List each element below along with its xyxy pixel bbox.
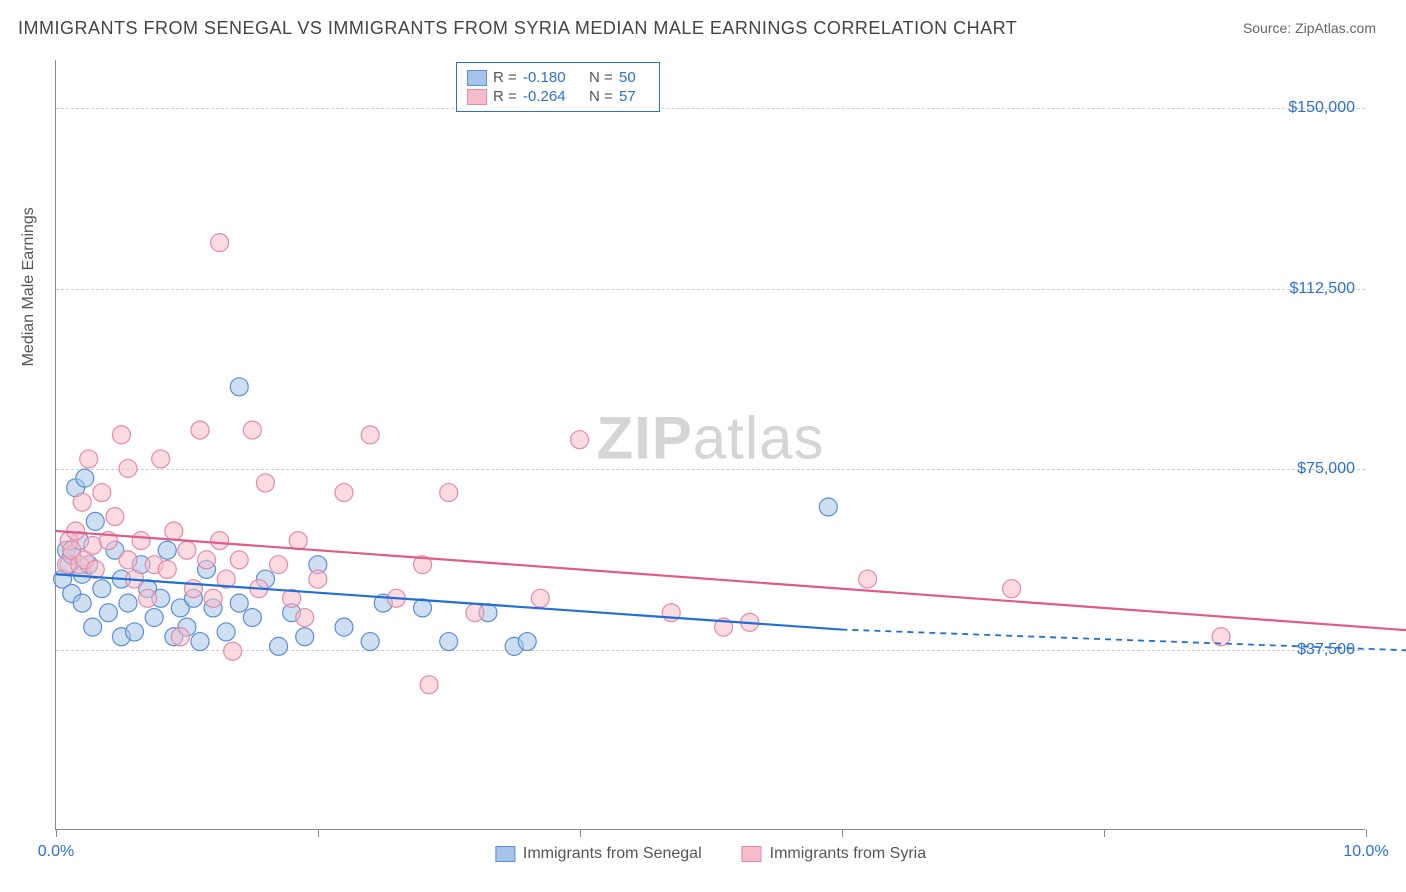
legend-swatch-senegal-icon (495, 846, 515, 862)
data-point-syria (112, 426, 130, 444)
data-point-senegal (230, 378, 248, 396)
data-point-senegal (296, 628, 314, 646)
data-point-senegal (270, 637, 288, 655)
data-point-senegal (86, 512, 104, 530)
data-point-syria (224, 642, 242, 660)
x-tick-label: 10.0% (1343, 843, 1388, 861)
data-point-syria (1003, 580, 1021, 598)
data-point-senegal (84, 618, 102, 636)
data-point-senegal (230, 594, 248, 612)
legend-r-label: R = (493, 88, 517, 105)
data-point-syria (296, 609, 314, 627)
legend-label-syria: Immigrants from Syria (770, 845, 926, 863)
y-axis-title: Median Male Earnings (20, 207, 38, 366)
legend-n-label: N = (589, 69, 613, 86)
data-point-senegal (335, 618, 353, 636)
legend-bottom: Immigrants from Senegal Immigrants from … (495, 845, 926, 863)
legend-r-label: R = (493, 69, 517, 86)
x-tick-label: 0.0% (38, 843, 74, 861)
data-point-syria (243, 421, 261, 439)
data-point-senegal (119, 594, 137, 612)
y-tick-label: $150,000 (1288, 99, 1355, 117)
data-point-syria (289, 532, 307, 550)
data-point-syria (132, 532, 150, 550)
data-point-syria (198, 551, 216, 569)
x-tick (580, 829, 581, 837)
legend-n-value-senegal: 50 (619, 69, 649, 86)
data-point-senegal (145, 609, 163, 627)
data-point-senegal (243, 609, 261, 627)
data-point-syria (152, 450, 170, 468)
data-point-syria (211, 234, 229, 252)
data-point-syria (859, 570, 877, 588)
data-point-syria (184, 580, 202, 598)
x-tick (318, 829, 319, 837)
legend-r-value-syria: -0.264 (523, 88, 583, 105)
data-point-syria (204, 589, 222, 607)
y-tick-label: $75,000 (1297, 460, 1355, 478)
data-point-senegal (126, 623, 144, 641)
data-point-senegal (217, 623, 235, 641)
data-point-senegal (158, 541, 176, 559)
data-point-syria (571, 431, 589, 449)
data-point-syria (171, 628, 189, 646)
data-point-syria (256, 474, 274, 492)
data-point-syria (420, 676, 438, 694)
legend-n-label: N = (589, 88, 613, 105)
data-point-syria (165, 522, 183, 540)
legend-correlation-box: R = -0.180 N = 50 R = -0.264 N = 57 (456, 62, 660, 112)
plot-area: ZIPatlas R = -0.180 N = 50 R = -0.264 N … (55, 60, 1365, 830)
data-point-senegal (440, 633, 458, 651)
data-point-syria (139, 589, 157, 607)
chart-title: IMMIGRANTS FROM SENEGAL VS IMMIGRANTS FR… (18, 18, 1017, 39)
data-point-senegal (93, 580, 111, 598)
x-tick (842, 829, 843, 837)
data-point-syria (93, 484, 111, 502)
legend-n-value-syria: 57 (619, 88, 649, 105)
data-point-syria (178, 541, 196, 559)
data-point-syria (158, 560, 176, 578)
data-point-syria (191, 421, 209, 439)
y-tick-label: $37,500 (1297, 641, 1355, 659)
legend-r-value-senegal: -0.180 (523, 69, 583, 86)
data-point-syria (119, 460, 137, 478)
legend-row-senegal: R = -0.180 N = 50 (467, 69, 649, 86)
legend-swatch-syria (467, 89, 487, 105)
data-point-syria (309, 570, 327, 588)
data-point-syria (440, 484, 458, 502)
legend-row-syria: R = -0.264 N = 57 (467, 88, 649, 105)
data-point-senegal (819, 498, 837, 516)
legend-item-syria: Immigrants from Syria (742, 845, 926, 863)
data-point-senegal (414, 599, 432, 617)
data-point-syria (119, 551, 137, 569)
data-point-syria (80, 450, 98, 468)
data-point-syria (211, 532, 229, 550)
data-point-senegal (191, 633, 209, 651)
data-point-senegal (361, 633, 379, 651)
data-point-syria (106, 508, 124, 526)
data-point-syria (270, 556, 288, 574)
x-tick (1104, 829, 1105, 837)
data-point-syria (73, 493, 91, 511)
legend-swatch-syria-icon (742, 846, 762, 862)
data-point-senegal (518, 633, 536, 651)
data-point-senegal (99, 604, 117, 622)
data-point-senegal (76, 469, 94, 487)
y-tick-label: $112,500 (1289, 280, 1355, 298)
data-point-senegal (73, 594, 91, 612)
data-point-syria (361, 426, 379, 444)
data-point-syria (531, 589, 549, 607)
data-point-syria (466, 604, 484, 622)
legend-label-senegal: Immigrants from Senegal (523, 845, 702, 863)
x-tick (1366, 829, 1367, 837)
legend-item-senegal: Immigrants from Senegal (495, 845, 702, 863)
source-attribution: Source: ZipAtlas.com (1243, 20, 1376, 36)
legend-swatch-senegal (467, 70, 487, 86)
chart-svg (56, 60, 1365, 829)
x-tick (56, 829, 57, 837)
data-point-syria (230, 551, 248, 569)
data-point-syria (335, 484, 353, 502)
